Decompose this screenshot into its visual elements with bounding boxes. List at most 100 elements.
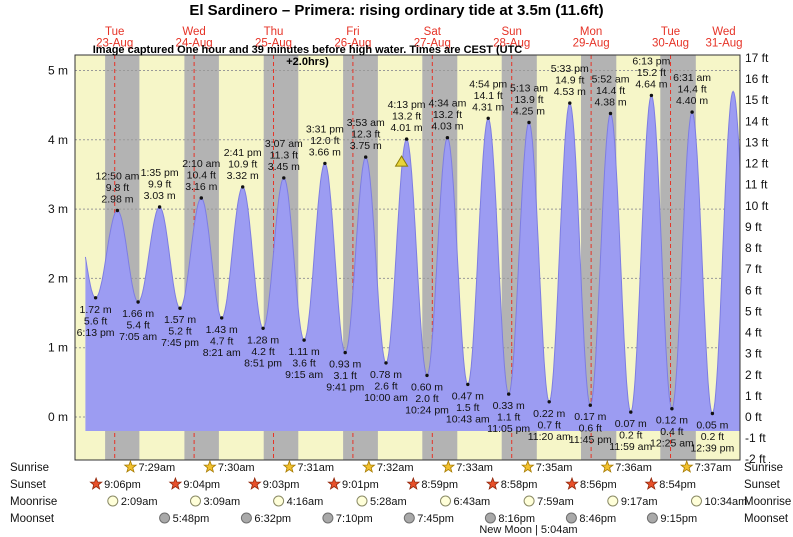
extreme-dot <box>547 400 551 404</box>
high-tide-feet: 9.8 ft <box>106 182 129 194</box>
moonset-circle-icon <box>322 512 334 524</box>
y-axis-right-label: 10 ft <box>745 199 769 213</box>
y-axis-right-label: 15 ft <box>745 93 769 107</box>
moonrise-time: 3:09am <box>204 496 241 508</box>
moonrise-time: 4:16am <box>287 496 324 508</box>
low-tide-feet: 1.1 ft <box>497 412 520 424</box>
moonrise-time: 6:43am <box>454 496 491 508</box>
y-axis-left-label: 1 m <box>48 341 68 355</box>
high-tide-metres: 4.40 m <box>676 95 708 107</box>
low-tide-feet: 4.2 ft <box>251 346 274 358</box>
row-label-sunset-right: Sunset <box>744 479 781 491</box>
high-tide-metres: 4.03 m <box>431 121 463 133</box>
y-axis-right-label: 0 ft <box>745 410 762 424</box>
moonrise-row: Moonrise Moonrise 2:09am 3:09am 4:16am 5:28am… <box>10 495 791 508</box>
new-moon-label: New Moon | 5:04am <box>479 524 577 536</box>
low-tide-metres: 0.22 m <box>533 408 565 420</box>
next-high-water-marker <box>394 155 409 167</box>
moonrise-time: 2:09am <box>121 496 158 508</box>
y-axis-right-label: 16 ft <box>745 72 769 86</box>
moonrise-time: 9:17am <box>621 496 658 508</box>
extreme-dot <box>670 407 674 411</box>
sunrise-star-icon <box>600 459 615 473</box>
y-axis-right-label: 5 ft <box>745 304 762 318</box>
low-tide-time: 11:59 am <box>609 441 652 453</box>
high-tide-feet: 9.9 ft <box>148 179 171 191</box>
y-axis-right-label: 4 ft <box>745 326 762 340</box>
low-tide-time: 7:45 pm <box>161 337 199 349</box>
extreme-dot <box>282 176 286 180</box>
extreme-dot <box>608 111 613 116</box>
y-axis-right-label: 2 ft <box>745 368 762 382</box>
day-label-date: 31-Aug <box>705 38 742 50</box>
high-tide-metres: 4.64 m <box>635 78 667 90</box>
y-axis-right-label: -1 ft <box>745 431 766 445</box>
low-tide-feet: 1.5 ft <box>456 402 479 414</box>
low-tide-feet: 0.6 ft <box>579 423 602 435</box>
high-tide-feet: 14.1 ft <box>474 90 503 102</box>
y-axis-right: 17 ft 16 ft 15 ft 14 ft 13 ft 12 ft 11 ft 10 ft… <box>745 51 769 466</box>
high-tide-metres: 3.32 m <box>227 170 259 182</box>
low-tide-feet: 3.6 ft <box>292 358 315 370</box>
extreme-dot <box>425 373 429 378</box>
sunrise-time: 7:36am <box>615 462 652 474</box>
sunrise-star-icon <box>441 459 456 473</box>
tide-extreme-dots <box>93 93 715 416</box>
row-label-moonrise-right: Moonrise <box>744 496 791 508</box>
row-label-moonset-right: Moonset <box>744 513 789 525</box>
high-tide-time: 6:31 am <box>673 72 711 84</box>
low-tide-time: 10:00 am <box>364 392 408 404</box>
high-tide-feet: 14.4 ft <box>677 84 706 96</box>
extreme-dot <box>486 116 490 121</box>
low-tide-time: 6:13 pm <box>77 327 115 339</box>
low-tide-feet: 0.7 ft <box>538 419 561 431</box>
moonset-time: 5:48pm <box>173 513 210 525</box>
extreme-dot <box>568 101 572 105</box>
sunrise-time: 7:32am <box>377 462 414 474</box>
low-tide-metres: 1.66 m <box>122 308 154 320</box>
chart-subtitle: Image captured One hour and 39 minutes b… <box>92 44 523 68</box>
day-label-dow: Wed <box>712 26 735 38</box>
y-axis-right-label: 14 ft <box>745 114 769 128</box>
day-label-dow: Mon <box>580 26 602 38</box>
y-axis-right-label: 3 ft <box>745 347 762 361</box>
sunrise-time: 7:35am <box>536 462 573 474</box>
extreme-dot <box>507 392 511 396</box>
high-tide-time: 5:52 am <box>592 73 630 85</box>
sunrise-time: 7:31am <box>297 462 334 474</box>
low-tide-metres: 0.60 m <box>411 381 443 393</box>
day-label-date: 29-Aug <box>573 38 610 50</box>
y-axis-right-label: 8 ft <box>745 241 762 255</box>
high-tide-feet: 14.4 ft <box>596 85 625 97</box>
row-label-sunrise-left: Sunrise <box>10 462 49 474</box>
y-axis-right-label: 6 ft <box>745 283 762 297</box>
high-tide-metres: 4.38 m <box>594 96 626 108</box>
extreme-dot <box>364 155 368 159</box>
moonset-circle-icon <box>565 512 577 524</box>
day-label-dow: Tue <box>661 26 680 38</box>
high-tide-time: 3:07 am <box>265 138 303 150</box>
extreme-dot <box>690 110 694 114</box>
moonset-time: 9:15pm <box>660 513 697 525</box>
extreme-dot <box>710 411 715 416</box>
moonrise-circle-icon <box>607 495 619 507</box>
low-tide-annotation: 1.66 m5.4 ft7:05 am <box>119 308 157 343</box>
low-tide-time: 11:45 pm <box>569 434 612 446</box>
sunset-time: 9:03pm <box>263 479 300 491</box>
sun-moon-rows: Sunrise Sunrise 7:29am 7:30am 7:31am 7:32am 7:… <box>10 459 791 525</box>
low-tide-time: 9:15 am <box>285 369 323 381</box>
low-tide-annotation: 0.93 m3.1 ft9:41 pm <box>326 359 364 394</box>
sunrise-star-icon <box>203 459 217 473</box>
high-tide-time: 2:41 pm <box>224 147 262 159</box>
day-label-date: 26-Aug <box>334 38 371 50</box>
